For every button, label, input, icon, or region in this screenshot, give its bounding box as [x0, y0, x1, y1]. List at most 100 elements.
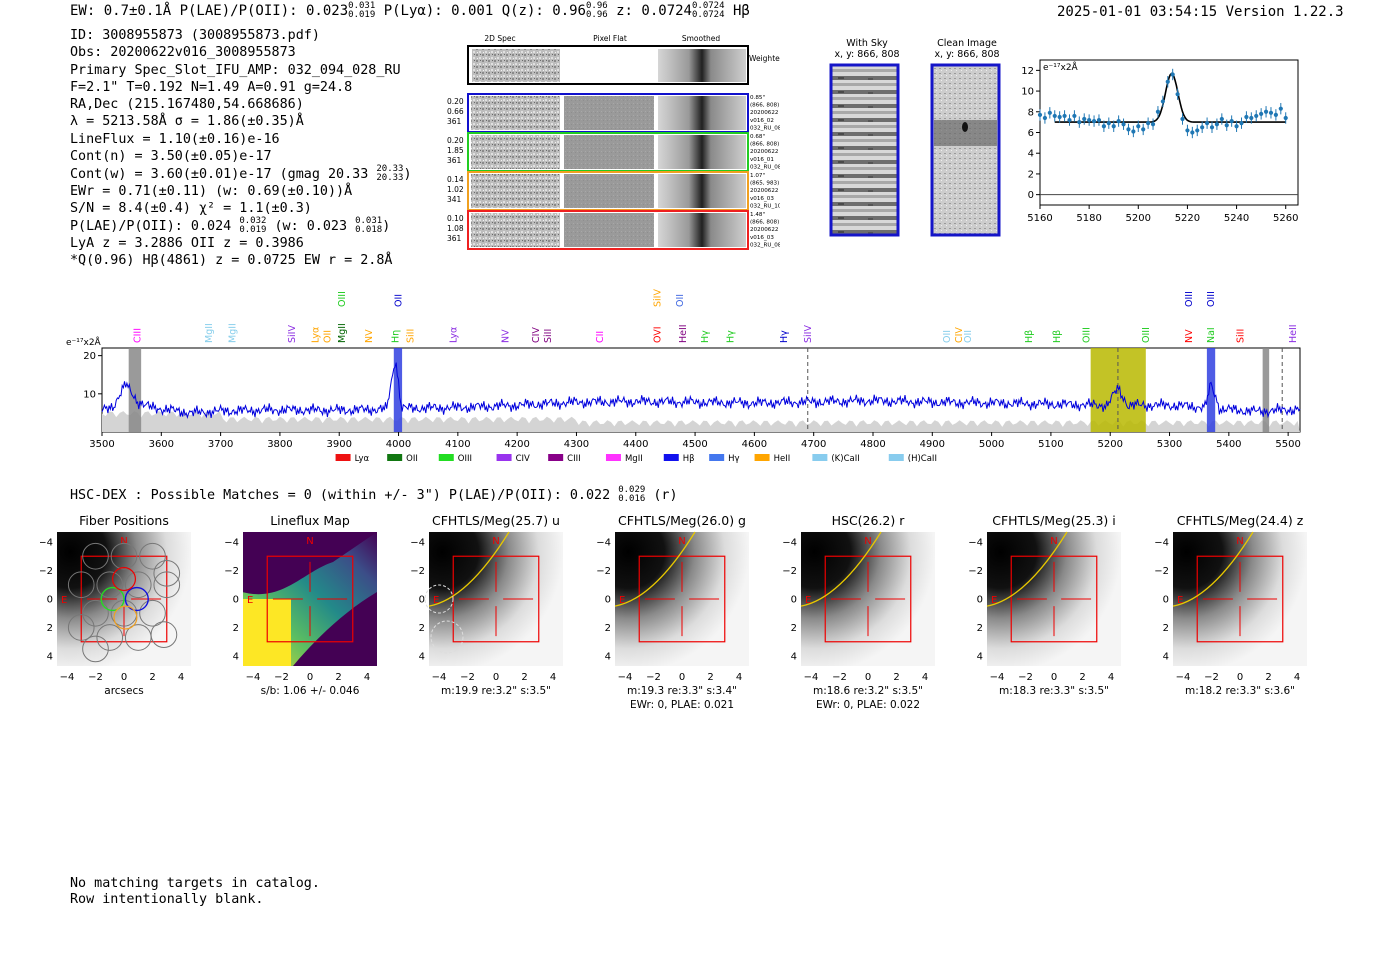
- spectrum-highlight-region: [1262, 348, 1270, 432]
- panel-ytick-label: 2: [419, 623, 425, 634]
- spectrum-line-label: NaI: [1206, 327, 1217, 343]
- panel-xtick-label: −2: [460, 672, 475, 683]
- aperture-ellipse: [800, 531, 882, 607]
- panel-ytick-label: 2: [233, 623, 239, 634]
- cutout-stat: 1.85: [447, 146, 464, 155]
- zoom-plot-area: [1039, 59, 1299, 206]
- summary-plya: P(Lyα): 0.001: [383, 3, 494, 19]
- full-spectrum-chart: 3500 3600 3700 3800 3900 4000 4100 4200 4300 4400…: [66, 289, 1301, 464]
- spectrum-line-label: SiII: [1236, 329, 1247, 343]
- panel-ytick-label: −2: [410, 566, 425, 577]
- panel-xtick-label: −4: [432, 672, 447, 683]
- fiber-circle: [150, 621, 178, 648]
- panel-xtick-label: 4: [1108, 672, 1114, 683]
- zoom-data-point: [1273, 112, 1278, 117]
- zoom-ytick-label: 8: [1028, 107, 1034, 118]
- zoom-data-point: [1037, 112, 1043, 117]
- detection-info: ID: 3008955873 (3008955873.pdf) Obs: 202…: [70, 27, 412, 269]
- counterpart-ellipse: [424, 584, 454, 614]
- legend-swatch: [663, 454, 679, 461]
- cutout-note: 0.85": [750, 95, 765, 101]
- cutout-pixel-flat: [564, 213, 654, 247]
- panel-xtick-label: 2: [521, 672, 527, 683]
- summary-z: z: 0.0724: [616, 3, 692, 19]
- panel-title: CFHTLS/Meg(25.3) i: [992, 513, 1116, 528]
- cutout-note: 1.48": [750, 212, 765, 218]
- legend-swatch: [335, 454, 351, 461]
- panel-xtick-label: −4: [990, 672, 1005, 683]
- spectrum-line-label: OVI: [653, 326, 664, 343]
- spectrum-line-label: MgII: [337, 323, 348, 343]
- panel-ytick-label: 0: [47, 595, 53, 606]
- panel-ytick-label: −4: [224, 537, 239, 548]
- panel-ytick-label: 0: [233, 595, 239, 606]
- cutout-2dspec: [471, 174, 560, 208]
- zoom-data-point: [1052, 113, 1057, 119]
- zoom-data-point: [1155, 109, 1161, 114]
- zoom-ytick-label: 0: [1028, 190, 1034, 201]
- zoom-data-point: [1234, 124, 1239, 129]
- info-sn: S/N = 8.4(±0.4) χ² = 1.1(±0.3): [70, 200, 312, 216]
- info-ewr: EWr = 0.71(±0.11) (w: 0.69(±0.10))Å: [70, 183, 353, 199]
- panel-ytick-label: 0: [1163, 595, 1169, 606]
- cutout-note: 032_RU_108: [750, 203, 780, 209]
- cutout-note: 1.07": [750, 173, 765, 179]
- north-label: N: [492, 536, 499, 547]
- north-label: N: [864, 536, 871, 547]
- zoom-xtick-label: 5180: [1076, 213, 1101, 224]
- imaging-panel: CFHTLS/Meg(26.0) g N E −4 4 −2 2 0 0 2 −2 4 −4 m:19.3…: [596, 513, 749, 711]
- zoom-data-point: [1185, 128, 1190, 133]
- cutout-note: v016_03: [750, 235, 774, 241]
- east-label: E: [805, 595, 811, 606]
- panel-xtick-label: 2: [707, 672, 713, 683]
- cutout-image: [1173, 532, 1307, 666]
- with-sky-title: With Sky x, y: 866, 808: [834, 38, 900, 60]
- fiber-circle: [124, 571, 152, 599]
- zoom-data-point: [1096, 117, 1102, 123]
- fiber-circle-blue: [124, 586, 149, 612]
- zoom-data-point: [1111, 124, 1116, 129]
- zoom-data-point: [1141, 127, 1146, 132]
- clean-image-title: Clean Image x, y: 866, 808: [934, 38, 1000, 60]
- aperture-box: [824, 555, 912, 643]
- spectrum-line-label: HeII: [678, 324, 689, 343]
- aperture-box: [638, 555, 726, 643]
- zoom-data-point: [1239, 121, 1244, 126]
- panel-xtick-label: 0: [307, 672, 313, 683]
- zoom-data-point: [1200, 125, 1205, 130]
- panel-xtick-label: 0: [865, 672, 871, 683]
- imaging-panel: CFHTLS/Meg(25.3) i N E −4 4 −2 2 0 0 2 −2 4 −4 m:18.3…: [968, 513, 1121, 697]
- panel-xtick-label: −2: [832, 672, 847, 683]
- panel-caption: s/b: 1.06 +/- 0.046: [261, 685, 360, 697]
- spectrum-xtick-label: 5300: [1157, 439, 1182, 450]
- panel-xtick-label: 4: [736, 672, 742, 683]
- zoom-data-point: [1072, 113, 1077, 119]
- panel-ytick-label: 0: [791, 595, 797, 606]
- panel-xtick-label: 0: [121, 672, 127, 683]
- imaging-panels: Fiber Positions N E −4 4 −2 2 0 0 2 −2 4 −4 arcsecs Li…: [40, 513, 1307, 711]
- zoom-data-point: [1116, 119, 1121, 124]
- panel-xtick-label: 2: [149, 672, 155, 683]
- zoom-xtick-label: 5220: [1175, 213, 1200, 224]
- panel-xtick-label: 4: [364, 672, 370, 683]
- zoom-data-point: [1190, 130, 1195, 135]
- panel-ytick-label: 2: [1163, 623, 1169, 634]
- fiber-circle: [110, 542, 138, 570]
- cutout-pixel-flat: [564, 135, 654, 169]
- spectrum-xtick-label: 5400: [1216, 439, 1241, 450]
- legend-label: MgII: [625, 454, 643, 464]
- zoom-data-point: [1165, 79, 1170, 84]
- panel-caption-2: EWr: 0, PLAE: 0.022: [816, 699, 920, 711]
- info-plae: P(LAE)/P(OII): 0.024 0.032 0.019 (w: 0.02…: [70, 216, 391, 236]
- legend-swatch: [754, 454, 770, 461]
- panel-ytick-label: 0: [977, 595, 983, 606]
- panel-xtick-label: 2: [335, 672, 341, 683]
- zoom-data-point: [1204, 121, 1210, 126]
- panel-xtick-label: −2: [646, 672, 661, 683]
- cutout-image: [429, 532, 563, 666]
- spectrum-line-label: SiII: [405, 329, 416, 343]
- legend-swatch: [496, 454, 512, 461]
- legend-label: (K)CaII: [831, 454, 859, 464]
- spectrum-line-label: Hγ: [726, 330, 737, 343]
- zoom-data-point: [1278, 106, 1283, 111]
